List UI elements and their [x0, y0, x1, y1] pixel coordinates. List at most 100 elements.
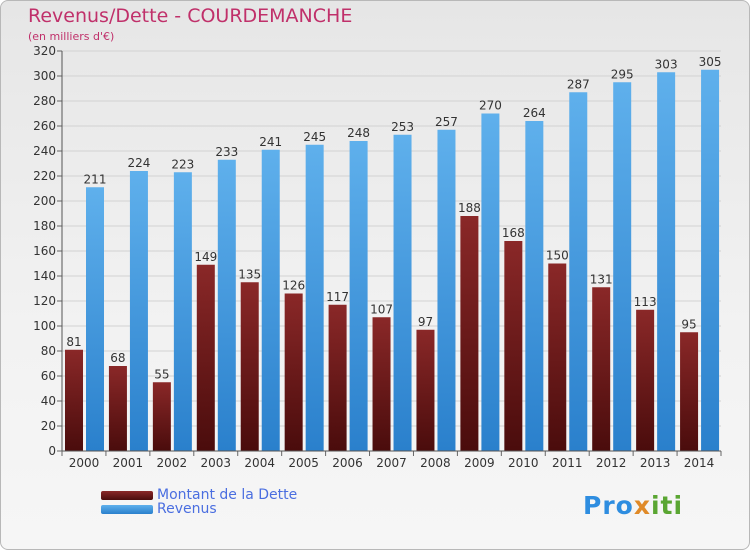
data-label-dette: 135	[238, 267, 261, 281]
y-tick-label: 20	[41, 419, 56, 433]
y-tick-label: 220	[33, 169, 56, 183]
bar-dette	[240, 282, 259, 451]
chart-subtitle: (en milliers d'€)	[28, 30, 115, 43]
bar-revenus	[525, 121, 544, 451]
bar-dette	[504, 241, 523, 451]
data-label-revenus: 248	[347, 126, 370, 140]
x-tick-label: 2000	[69, 456, 100, 470]
data-label-revenus: 224	[127, 156, 150, 170]
data-label-dette: 55	[154, 367, 169, 381]
y-tick-label: 300	[33, 69, 56, 83]
x-tick-label: 2012	[596, 456, 627, 470]
y-tick-label: 40	[41, 394, 56, 408]
data-label-revenus: 223	[171, 157, 194, 171]
data-label-dette: 97	[418, 315, 433, 329]
x-tick-label: 2011	[552, 456, 583, 470]
data-label-revenus: 211	[84, 172, 107, 186]
bar-revenus	[86, 187, 104, 451]
proxiti-logo: Proxiti	[583, 491, 683, 520]
data-label-dette: 188	[458, 201, 481, 215]
x-tick-label: 2007	[376, 456, 407, 470]
legend-swatch-dette	[101, 490, 153, 500]
data-label-revenus: 270	[479, 99, 502, 113]
y-tick-label: 280	[33, 94, 56, 108]
bar-dette	[196, 264, 215, 451]
data-label-dette: 168	[502, 226, 525, 240]
data-label-revenus: 253	[391, 120, 414, 134]
bar-revenus	[173, 172, 192, 451]
y-tick-label: 120	[33, 294, 56, 308]
legend-swatch-revenus	[101, 504, 153, 514]
x-tick-label: 2003	[200, 456, 231, 470]
y-tick-label: 60	[41, 369, 56, 383]
x-tick-label: 2010	[508, 456, 539, 470]
y-tick-label: 200	[33, 194, 56, 208]
bar-dette	[636, 309, 655, 451]
logo-part-1: Pro	[583, 491, 634, 520]
legend-item-dette: Montant de la Dette	[101, 487, 297, 503]
x-tick-label: 2008	[420, 456, 451, 470]
bar-dette	[592, 287, 611, 451]
data-label-dette: 81	[66, 335, 81, 349]
bar-dette	[372, 317, 391, 451]
y-tick-label: 180	[33, 219, 56, 233]
data-label-dette: 149	[194, 250, 217, 264]
x-tick-label: 2013	[640, 456, 671, 470]
data-label-dette: 68	[110, 351, 125, 365]
x-tick-label: 2009	[464, 456, 495, 470]
bar-revenus	[393, 134, 412, 451]
bar-dette	[680, 332, 699, 451]
data-label-dette: 131	[590, 272, 613, 286]
data-label-revenus: 233	[215, 145, 238, 159]
legend-label-dette: Montant de la Dette	[157, 487, 298, 503]
data-label-dette: 126	[282, 279, 305, 293]
bar-revenus	[217, 159, 236, 451]
x-tick-label: 2006	[332, 456, 363, 470]
data-label-revenus: 264	[523, 106, 546, 120]
bar-dette	[328, 304, 347, 451]
x-tick-label: 2005	[288, 456, 319, 470]
y-tick-label: 160	[33, 244, 56, 258]
data-label-dette: 150	[546, 249, 569, 263]
y-tick-label: 100	[33, 319, 56, 333]
bar-revenus	[657, 72, 676, 451]
bar-revenus	[481, 113, 500, 451]
bar-revenus	[305, 144, 324, 451]
data-label-revenus: 257	[435, 115, 458, 129]
data-label-revenus: 241	[259, 135, 282, 149]
x-tick-label: 2002	[157, 456, 188, 470]
x-tick-label: 2001	[113, 456, 144, 470]
bar-dette	[416, 329, 435, 451]
legend-item-revenus: Revenus	[101, 501, 217, 517]
logo-part-2: x	[633, 491, 651, 520]
y-tick-label: 260	[33, 119, 56, 133]
data-label-revenus: 303	[655, 57, 678, 71]
bar-revenus	[701, 69, 720, 451]
data-label-revenus: 245	[303, 130, 326, 144]
data-label-revenus: 287	[567, 77, 590, 91]
bar-revenus	[349, 141, 368, 451]
legend-label-revenus: Revenus	[157, 501, 217, 517]
x-tick-label: 2014	[684, 456, 715, 470]
bar-revenus	[437, 129, 456, 451]
data-label-revenus: 295	[611, 67, 634, 81]
bar-revenus	[261, 149, 280, 451]
bar-revenus	[613, 82, 632, 451]
data-label-dette: 117	[326, 290, 349, 304]
bar-dette	[548, 263, 567, 451]
bar-revenus	[129, 171, 148, 451]
bar-dette	[152, 382, 171, 451]
bar-dette	[108, 366, 127, 451]
y-tick-label: 0	[48, 444, 56, 458]
x-tick-label: 2004	[244, 456, 275, 470]
chart-title: Revenus/Dette - COURDEMANCHE	[28, 5, 353, 27]
y-tick-label: 140	[33, 269, 56, 283]
data-label-dette: 95	[681, 317, 696, 331]
bar-dette	[284, 293, 303, 451]
bar-dette	[65, 349, 83, 451]
bar-dette	[460, 216, 479, 451]
y-tick-label: 80	[41, 344, 56, 358]
bar-revenus	[569, 92, 588, 451]
